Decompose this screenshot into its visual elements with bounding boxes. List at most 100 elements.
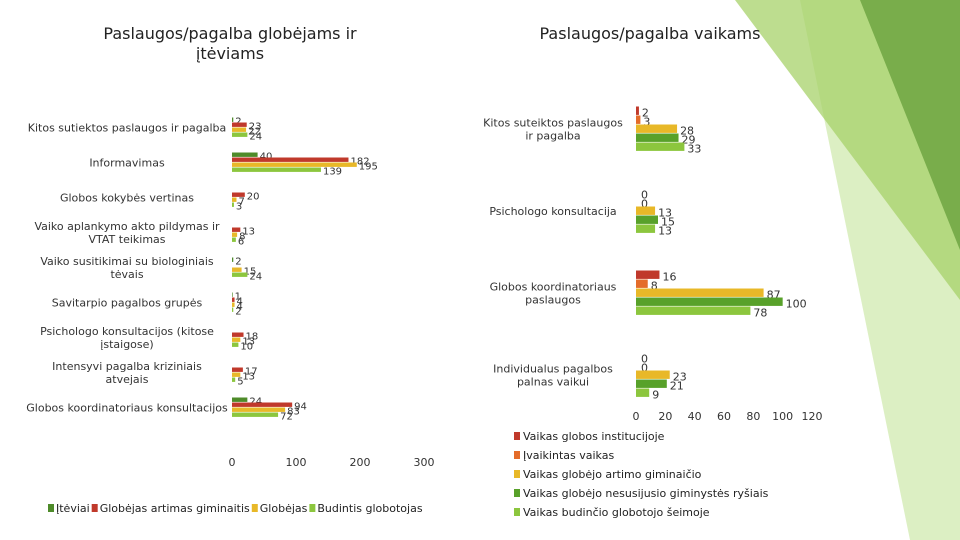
- data-label-left-6-2: 13: [242, 337, 255, 348]
- data-label-left-8-3: 72: [280, 412, 293, 423]
- data-label-right-2-0: 16: [662, 271, 676, 284]
- data-label-right-1-4: 13: [658, 225, 672, 238]
- data-label-right-1-2: 13: [658, 207, 672, 220]
- data-label-left-0-2: 22: [248, 127, 261, 138]
- category-label-1: Informavimas: [89, 157, 165, 170]
- data-label-left-2-2: 7: [238, 197, 244, 208]
- data-label-left-1-3: 139: [323, 167, 342, 178]
- bar-left-6-2: [232, 337, 241, 342]
- legend-swatch-right-3: [514, 489, 520, 497]
- bar-left-8-0: [232, 397, 248, 402]
- bar-right-1-3: [636, 215, 658, 224]
- bar-right-3-4: [636, 388, 650, 397]
- bar-left-0-3: [232, 132, 248, 137]
- bar-right-1-4: [636, 224, 656, 233]
- category-label-6: Psichologo konsultacijos (kitose įstaigos…: [40, 325, 214, 351]
- x-tick-right-0: 0: [633, 410, 640, 423]
- legend-label-left-0: Įtėviai: [56, 502, 90, 515]
- category-label-3: Vaiko aplankymo akto pildymas ir VTAT tei…: [34, 220, 220, 246]
- bar-left-5-1: [232, 297, 235, 302]
- bar-right-2-0: [636, 270, 660, 279]
- bar-left-1-0: [232, 152, 258, 157]
- left-chart-title: Paslaugos/pagalba globėjams ir įtėviams: [103, 24, 357, 63]
- legend-swatch-right-2: [514, 470, 520, 478]
- bar-left-7-1: [232, 367, 243, 372]
- bar-right-0-0: [636, 106, 639, 115]
- data-label-right-0-4: 33: [687, 143, 701, 156]
- data-label-left-7-2: 13: [242, 372, 255, 383]
- data-label-right-3-2: 23: [673, 371, 687, 384]
- bar-left-5-3: [232, 307, 234, 312]
- data-label-left-2-1: 20: [247, 192, 260, 203]
- legend-label-right-1: Įvaikintas vaikas: [523, 449, 614, 462]
- bar-left-3-2: [232, 232, 238, 237]
- data-label-left-8-0: 24: [249, 397, 262, 408]
- data-label-left-5-0: 1: [235, 292, 241, 303]
- bar-left-3-3: [232, 237, 236, 242]
- bar-left-8-1: [232, 402, 293, 407]
- legend-swatch-right-1: [514, 451, 520, 459]
- data-label-left-6-3: 10: [240, 342, 253, 353]
- x-tick-left-3: 300: [414, 456, 435, 469]
- data-label-left-4-0: 2: [235, 257, 241, 268]
- category-label-4: Vaiko susitikimai su biologiniais tėvais: [40, 255, 214, 281]
- x-tick-right-4: 80: [746, 410, 760, 423]
- data-label-left-1-1: 182: [350, 157, 369, 168]
- bar-right-2-2: [636, 288, 764, 297]
- data-label-right-3-4: 9: [652, 389, 659, 402]
- bar-left-6-1: [232, 332, 244, 337]
- bar-left-2-1: [232, 192, 245, 197]
- bar-right-0-1: [636, 115, 641, 124]
- legend-label-right-2: Vaikas globėjo artimo giminaičio: [523, 468, 702, 481]
- data-label-right-0-0: 2: [642, 107, 649, 120]
- bar-left-1-1: [232, 157, 349, 162]
- bar-right-0-2: [636, 124, 678, 133]
- data-label-left-4-3: 24: [249, 272, 262, 283]
- legend-swatch-left-3: [309, 504, 316, 512]
- x-tick-right-6: 120: [802, 410, 823, 423]
- data-label-right-1-3: 15: [661, 216, 675, 229]
- bar-right-2-3: [636, 297, 783, 306]
- legend-swatch-left-0: [48, 504, 54, 512]
- legend-label-left-2: Globėjas: [260, 502, 308, 515]
- data-label-right-3-0: 0: [641, 353, 648, 366]
- x-tick-right-2: 40: [688, 410, 702, 423]
- bar-right-0-3: [636, 133, 679, 142]
- legend-swatch-left-2: [251, 504, 258, 512]
- bar-left-7-3: [232, 377, 236, 382]
- bar-left-5-0: [232, 292, 233, 297]
- x-tick-right-3: 60: [717, 410, 731, 423]
- data-label-right-2-4: 78: [753, 307, 767, 320]
- bar-left-4-2: [232, 267, 242, 272]
- bar-left-2-2: [232, 197, 237, 202]
- bar-left-8-3: [232, 412, 279, 417]
- category-label-1: Psichologo konsultacija: [489, 205, 616, 218]
- legend-label-right-4: Vaikas budinčio globotojo šeimoje: [523, 506, 710, 519]
- data-label-left-8-1: 94: [294, 402, 307, 413]
- category-label-2: Globos kokybės vertinas: [60, 192, 194, 205]
- bar-left-3-1: [232, 227, 241, 232]
- bar-left-1-3: [232, 167, 321, 172]
- category-label-0: Kitos suteiktos paslaugos ir pagalba: [483, 117, 623, 143]
- bar-left-8-2: [232, 407, 286, 412]
- bar-left-4-3: [232, 272, 248, 277]
- legend-label-left-3: Budintis globotojas: [317, 502, 422, 515]
- data-label-left-1-0: 40: [260, 152, 273, 163]
- legend-label-right-3: Vaikas globėjo nesusijusio giminystės ry…: [523, 487, 769, 500]
- x-tick-left-2: 200: [350, 456, 371, 469]
- data-label-right-0-2: 28: [680, 125, 694, 138]
- x-tick-right-5: 100: [772, 410, 793, 423]
- data-label-left-0-1: 23: [249, 122, 262, 133]
- data-label-left-7-3: 5: [237, 377, 243, 388]
- bar-left-7-2: [232, 372, 241, 377]
- data-label-left-2-3: 3: [236, 202, 242, 213]
- bar-left-1-2: [232, 162, 357, 167]
- data-label-left-0-3: 24: [249, 132, 262, 143]
- data-label-left-7-1: 17: [245, 367, 258, 378]
- data-label-left-3-3: 6: [238, 237, 244, 248]
- data-label-right-1-0: 0: [641, 189, 648, 202]
- data-label-left-0-0: 2: [235, 117, 241, 128]
- data-label-left-6-1: 18: [246, 332, 259, 343]
